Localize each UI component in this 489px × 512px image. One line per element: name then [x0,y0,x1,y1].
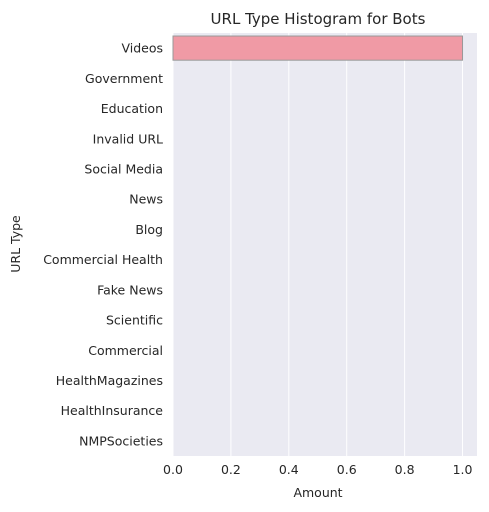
y-tick-label-2: Education [101,101,163,116]
bar-0 [172,35,464,61]
y-tick-label-7: Commercial Health [43,252,163,267]
y-tick-label-8: Fake News [97,282,163,297]
y-tick-label-9: Scientific [106,313,163,328]
chart-title: URL Type Histogram for Bots [211,10,426,28]
y-tick-label-13: NMPSocieties [79,433,163,448]
x-axis-label: Amount [293,485,342,500]
x-tick-label-2: 0.4 [279,462,299,477]
y-axis-label: URL Type [8,215,23,273]
y-tick-label-3: Invalid URL [93,131,163,146]
x-tick-label-3: 0.6 [337,462,357,477]
y-tick-label-12: HealthInsurance [61,403,164,418]
y-tick-labels: Videos Government Education Invalid URL Soci… [43,41,163,449]
x-tick-label-4: 0.8 [395,462,415,477]
gridlines [172,33,464,456]
y-tick-label-10: Commercial [88,343,163,358]
y-tick-label-4: Social Media [84,161,163,176]
y-tick-label-1: Government [85,71,163,86]
plot-background [173,33,477,456]
y-tick-label-5: News [129,192,163,207]
y-tick-label-0: Videos [121,41,163,56]
x-tick-label-5: 1.0 [453,462,473,477]
y-tick-label-6: Blog [135,222,163,237]
x-tick-label-0: 0.0 [163,462,183,477]
x-tick-labels: 0.0 0.2 0.4 0.6 0.8 1.0 [163,462,472,477]
bars [172,35,464,61]
x-tick-label-1: 0.2 [221,462,241,477]
y-tick-label-11: HealthMagazines [56,373,163,388]
